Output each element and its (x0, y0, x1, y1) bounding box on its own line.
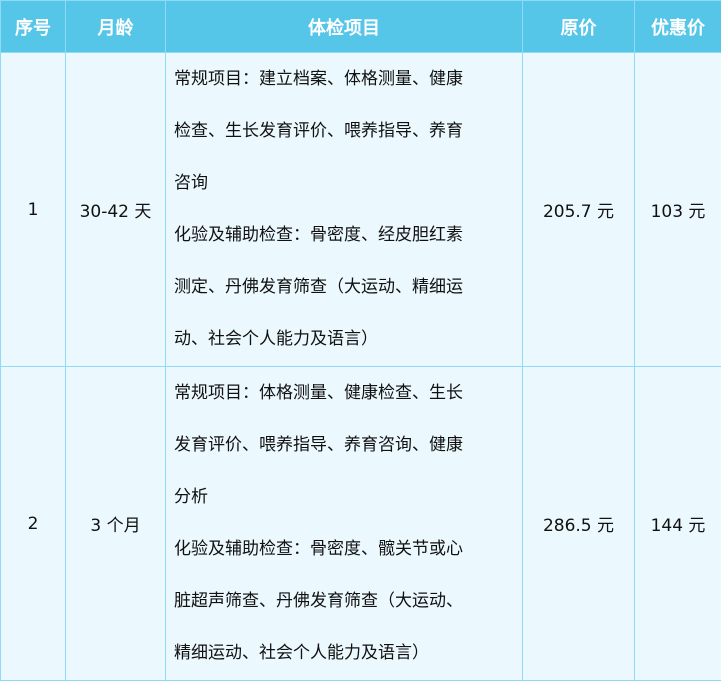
item-line: 化验及辅助检查：骨密度、髋关节或心 (174, 523, 522, 575)
table-row: 2 3 个月 常规项目：体格测量、健康检查、生长 发育评价、喂养指导、养育咨询、… (1, 367, 721, 681)
header-original-price: 原价 (523, 1, 635, 53)
item-line: 常规项目：建立档案、体格测量、健康 (174, 53, 522, 105)
item-line: 发育评价、喂养指导、养育咨询、健康 (174, 419, 522, 471)
item-line: 分析 (174, 471, 522, 523)
cell-index: 2 (1, 367, 66, 681)
header-index: 序号 (1, 1, 66, 53)
item-line: 测定、丹佛发育筛查（大运动、精细运 (174, 261, 522, 313)
header-row: 序号 月龄 体检项目 原价 优惠价 (1, 1, 721, 53)
item-line: 常规项目：体格测量、健康检查、生长 (174, 367, 522, 419)
header-items: 体检项目 (166, 1, 523, 53)
item-line: 化验及辅助检查：骨密度、经皮胆红素 (174, 209, 522, 261)
item-line: 咨询 (174, 157, 522, 209)
cell-age: 30-42 天 (66, 53, 166, 367)
cell-items: 常规项目：建立档案、体格测量、健康 检查、生长发育评价、喂养指导、养育 咨询 化… (166, 53, 523, 367)
cell-discount-price: 103 元 (635, 53, 721, 367)
header-discount-price: 优惠价 (635, 1, 721, 53)
cell-discount-price: 144 元 (635, 367, 721, 681)
item-line: 脏超声筛查、丹佛发育筛查（大运动、 (174, 575, 522, 627)
item-line: 精细运动、社会个人能力及语言） (174, 627, 522, 679)
cell-original-price: 205.7 元 (523, 53, 635, 367)
item-line: 动、社会个人能力及语言） (174, 313, 522, 365)
cell-original-price: 286.5 元 (523, 367, 635, 681)
cell-items: 常规项目：体格测量、健康检查、生长 发育评价、喂养指导、养育咨询、健康 分析 化… (166, 367, 523, 681)
table-row: 1 30-42 天 常规项目：建立档案、体格测量、健康 检查、生长发育评价、喂养… (1, 53, 721, 367)
cell-index: 1 (1, 53, 66, 367)
cell-age: 3 个月 (66, 367, 166, 681)
item-line: 检查、生长发育评价、喂养指导、养育 (174, 105, 522, 157)
header-age: 月龄 (66, 1, 166, 53)
